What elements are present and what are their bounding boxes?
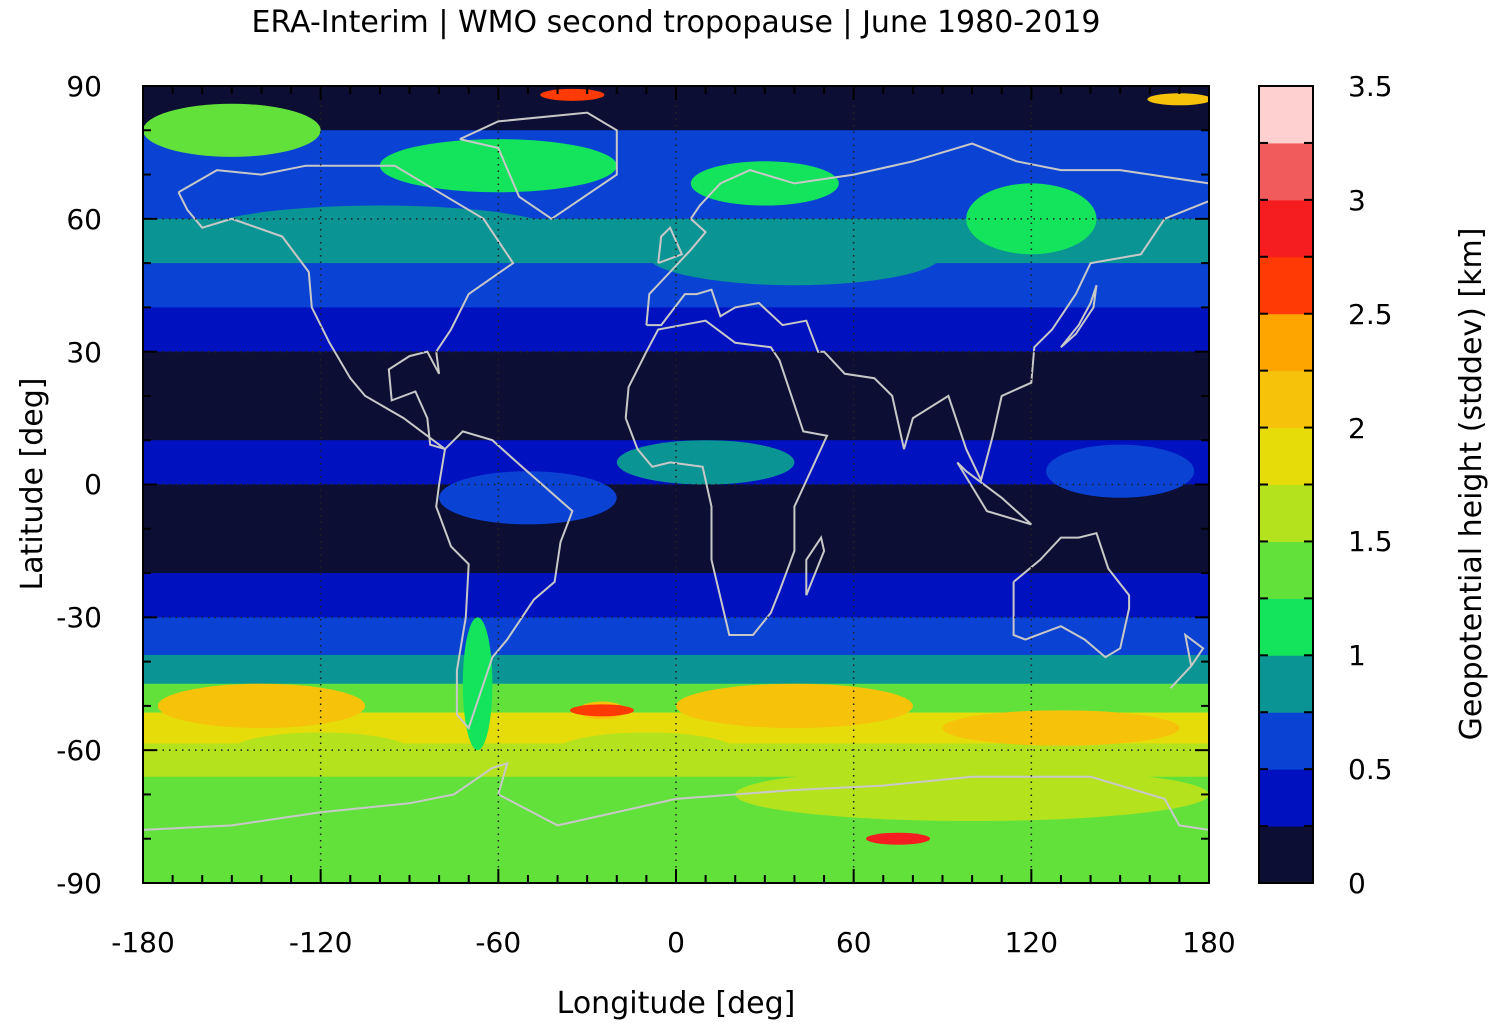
regional-feature: [690, 161, 839, 206]
x-tick-label: -180: [111, 926, 175, 959]
colorbar-tick-label: 3: [1348, 184, 1366, 217]
regional-feature: [157, 683, 366, 729]
y-tick-label: -60: [56, 734, 102, 767]
colorbar-segment: [1259, 370, 1313, 429]
colorbar-tick-labels: 3.5 3 2.5 2 1.5 1 0.5 0: [1348, 70, 1393, 900]
colorbar-tick-label: 2.5: [1348, 298, 1393, 331]
coastline: [956, 461, 1032, 526]
y-tick-label: -30: [56, 601, 102, 634]
colorbar-segment: [1259, 826, 1313, 884]
latitude-band: [143, 130, 1209, 176]
regional-feature: [616, 440, 795, 485]
colorbar-segment: [1259, 598, 1313, 656]
regional-feature: [966, 183, 1097, 255]
coastline: [177, 164, 515, 451]
y-tick-label: 30: [66, 336, 102, 369]
colorbar-tick-label: 3.5: [1348, 70, 1393, 103]
coastline: [805, 535, 826, 596]
colorbar-segment: [1259, 427, 1313, 485]
regional-feature: [942, 710, 1180, 746]
latitude-band: [143, 654, 1209, 685]
colorbar-frame: [1258, 85, 1314, 884]
gridlines: [143, 86, 1209, 883]
latitude-band: [143, 573, 1209, 618]
colorbar-segment: [1259, 655, 1313, 713]
y-tick-labels: 90 60 30 0 -30 -60 -90: [56, 70, 102, 900]
regional-feature: [379, 139, 617, 193]
coastline: [1012, 532, 1131, 659]
y-tick-label: 60: [66, 203, 102, 236]
coastline: [459, 111, 618, 221]
y-axis-label: Latitude [deg]: [15, 378, 50, 591]
coastline: [645, 142, 1209, 483]
coastline: [1169, 632, 1205, 689]
x-tick-label: 120: [1005, 926, 1058, 959]
chart-title: ERA-Interim | WMO second tropopause | Ju…: [252, 5, 1101, 40]
regional-feature: [462, 617, 493, 751]
coastline: [657, 225, 684, 265]
colorbar-tick-label: 1: [1348, 639, 1366, 672]
regional-features: [143, 88, 1209, 845]
colorbar-segment: [1259, 769, 1313, 827]
regional-feature: [646, 223, 943, 286]
colorbar-segment: [1259, 541, 1313, 599]
x-tick-label: 0: [667, 926, 685, 959]
latitude-band: [143, 351, 1209, 397]
colorbar-tick-label: 0: [1348, 867, 1366, 900]
colorbar-tick-label: 2: [1348, 412, 1366, 445]
x-tick-label: 180: [1182, 926, 1235, 959]
y-tick-label: 90: [66, 70, 102, 103]
colorbar-segment: [1259, 313, 1313, 372]
colorbar-segment: [1259, 256, 1313, 315]
axis-ticks: [142, 85, 1210, 884]
colorbar-tick-label: 0.5: [1348, 753, 1393, 786]
colorbar-label: Geopotential height (stddev) [km]: [1454, 228, 1489, 741]
x-tick-labels: -180 -120 -60 0 60 120 180: [111, 926, 1236, 959]
hotspot: [569, 704, 634, 717]
colorbar-segment: [1259, 712, 1313, 770]
x-tick-label: -120: [289, 926, 353, 959]
heatmap: [143, 86, 1209, 883]
colorbar: [1259, 85, 1313, 884]
y-tick-label: 0: [84, 468, 102, 501]
colorbar-segment: [1259, 484, 1313, 542]
latitude-band: [143, 816, 1209, 855]
x-tick-label: -60: [475, 926, 521, 959]
regional-feature: [143, 103, 321, 157]
colorbar-segment: [1259, 142, 1313, 201]
colorbar-segment: [1259, 86, 1313, 144]
x-tick-label: 60: [836, 926, 872, 959]
regional-feature: [557, 732, 736, 768]
colorbar-tick-label: 1.5: [1348, 525, 1393, 558]
hotspot: [866, 832, 931, 845]
hotspot: [1147, 93, 1209, 106]
regional-feature: [439, 471, 617, 525]
latitude-band: [143, 617, 1209, 656]
colorbar-segment: [1259, 199, 1313, 258]
hotspot: [540, 88, 605, 101]
regional-feature: [1046, 444, 1195, 498]
y-tick-label: -90: [56, 867, 102, 900]
regional-feature: [844, 701, 893, 720]
x-axis-label: Longitude [deg]: [557, 986, 796, 1021]
coastline: [624, 319, 829, 636]
coastlines: [143, 111, 1209, 831]
coastline: [143, 761, 1209, 831]
coastline: [1060, 284, 1098, 348]
coastline: [435, 430, 574, 730]
